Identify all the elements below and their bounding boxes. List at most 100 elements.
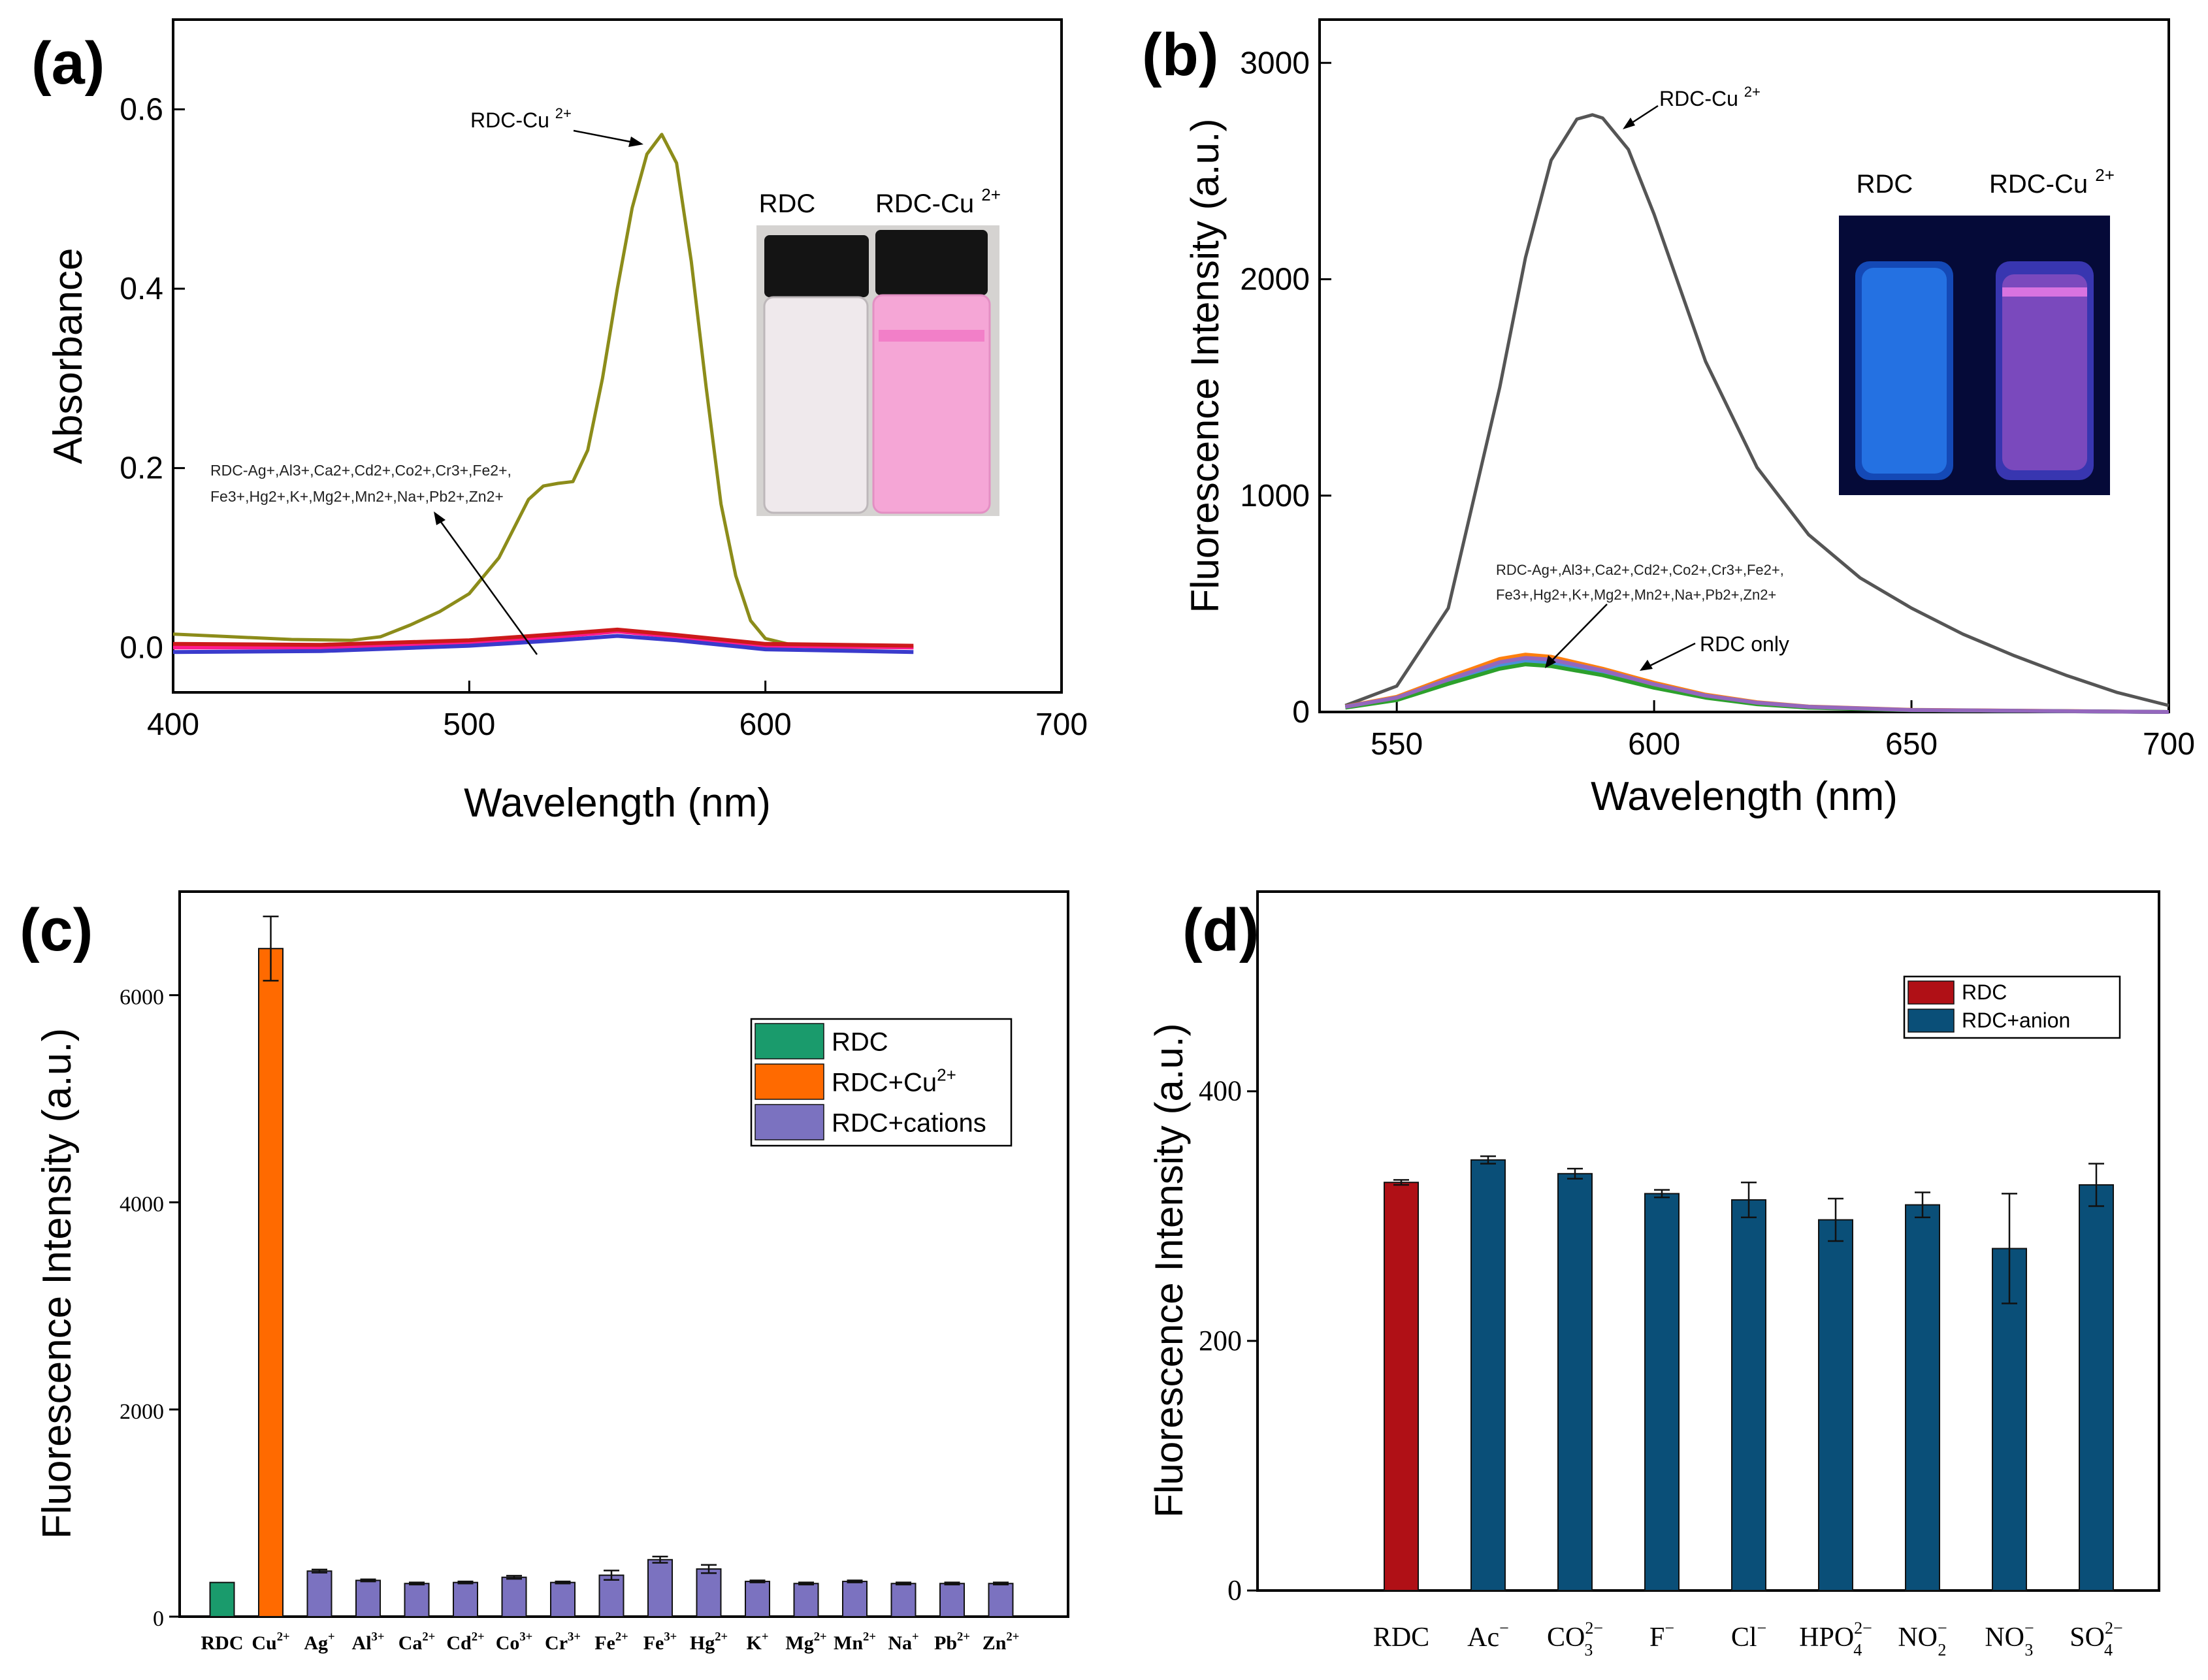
panel-a-annot-cu-sup: 2+ <box>555 105 572 121</box>
panel-b-xlabel: Wavelength (nm) <box>1591 774 1898 819</box>
panel-b-annot-rdc-only-arrow <box>1646 642 1696 669</box>
panel-c-xlabel-3: Al3+ <box>352 1630 385 1655</box>
panel-c-bar-6 <box>501 1576 527 1618</box>
panel-a-annot-cu: RDC-Cu 2+ <box>470 105 572 132</box>
panel-d-legend-label-1: RDC+anion <box>1962 1009 2070 1032</box>
panel-c-label: (c) <box>20 897 93 963</box>
panel-a-annot-cations-line2: Fe3+,Hg2+,K+,Mg2+,Mn2+,Na+,Pb2+,Zn2+ <box>210 488 504 505</box>
panel-d-legend-swatch-0 <box>1908 980 1955 1005</box>
panel-b-annot-rdc-only: RDC only <box>1700 632 1789 656</box>
panel-b-xtick-label-3: 700 <box>2143 727 2195 762</box>
panel-d-bar-4 <box>1731 1199 1766 1591</box>
panel-c-bar-2 <box>306 1570 333 1617</box>
panel-c-bar-4 <box>404 1583 430 1617</box>
panel-c-xlabel-4: Ca2+ <box>398 1630 436 1655</box>
panel-d-bar-0 <box>1384 1182 1419 1591</box>
panel-b-series-4 <box>1344 656 2169 714</box>
panel-d-xlabel-7: NO− 3 <box>1985 1619 2034 1660</box>
panel-d-ytick-label-2: 400 <box>1199 1075 1242 1107</box>
panel-b-curves <box>1344 113 2169 714</box>
panel-c-bar-9 <box>647 1559 673 1617</box>
panel-c-legend: RDC RDC+Cu2+ RDC+cations <box>750 1018 1013 1147</box>
panel-c-xlabel-13: Mn2+ <box>834 1630 876 1655</box>
panel-c-bar-15 <box>939 1583 965 1617</box>
panel-b-annot-cu: RDC-Cu 2+ <box>1659 84 1761 110</box>
panel-c-bar-11 <box>745 1581 770 1617</box>
panel-d-xlabel-3: F− <box>1649 1619 1674 1653</box>
panel-b-ytick-label-3: 3000 <box>1240 46 1310 80</box>
panel-a-series-0 <box>172 133 914 649</box>
panel-d-bar-8 <box>2079 1184 2114 1591</box>
panel-b-xtick-label-0: 550 <box>1371 727 1423 762</box>
panel-a-xtick-label-0: 400 <box>147 707 199 742</box>
panel-c-xlabel-12: Mg2+ <box>785 1630 826 1655</box>
panel-d-bar-1 <box>1470 1159 1506 1591</box>
panel-c-bar-0 <box>209 1581 235 1617</box>
panel-b-ticks: 550 600 650 700 0 1000 2000 3000 <box>1240 46 2195 762</box>
panel-c-ytick-label-1: 2000 <box>120 1400 164 1424</box>
panel-c-bar-8 <box>598 1574 625 1618</box>
panel-d-ticks: 0 200 400 <box>1199 1075 1258 1606</box>
panel-c-xlabel-5: Cd2+ <box>446 1630 484 1655</box>
panel-c-xlabel-2: Ag+ <box>304 1630 334 1655</box>
panel-d-bar-5 <box>1818 1219 1853 1591</box>
panel-c-ylabel: Fluorescence Intensity (a.u.) <box>35 1028 80 1539</box>
panel-c-ytick-label-0: 0 <box>153 1607 164 1631</box>
panel-a-annot-cu-arrowhead <box>628 137 643 147</box>
panel-c-bar-3 <box>355 1579 381 1617</box>
panel-a-series-3 <box>172 627 914 648</box>
panel-a-ylabel: Absorbance <box>46 248 91 464</box>
panel-a-annot-cu-arrow <box>573 129 634 144</box>
panel-a-inset-right-label: RDC-Cu 2+ <box>875 185 1001 218</box>
panel-b-series-0 <box>1344 113 2169 707</box>
panel-c-bar-16 <box>988 1583 1014 1617</box>
panel-a-plot-frame <box>172 18 1063 694</box>
panel-c-xlabel-6: Co3+ <box>496 1630 533 1655</box>
panel-c-xlabel-11: K+ <box>747 1630 769 1655</box>
panel-d-plot-frame <box>1256 890 2160 1592</box>
panel-d-ylabel: Fluorescence Intensity (a.u.) <box>1147 1023 1191 1517</box>
panel-b-label: (b) <box>1142 22 1218 88</box>
panel-c-xlabels: RDC Cu2+ Ag+ Al3+ Ca2+ Cd2+ Co3+ Cr3+ Fe2+ Fe3+ Hg… <box>201 1630 1020 1655</box>
panel-c-ticks: 0 2000 4000 6000 <box>120 986 180 1631</box>
panel-b-inset-left-label: RDC <box>1857 170 1913 199</box>
panel-a-ytick-label-0: 0.0 <box>120 630 163 665</box>
panel-c-xlabel-9: Fe3+ <box>643 1630 677 1655</box>
panel-d-xlabel-5: HPO2− 4 <box>1799 1619 1872 1660</box>
panel-a-annot-cu-base: RDC-Cu <box>470 108 549 132</box>
panel-c-legend-label-2: RDC+cations <box>832 1109 986 1138</box>
panel-a-xtick-label-3: 700 <box>1035 707 1088 742</box>
panel-d-xlabel-6: NO− 2 <box>1898 1619 1947 1660</box>
panel-a-ytick-label-1: 0.2 <box>120 451 163 486</box>
panel-c-legend-label-0: RDC <box>832 1028 888 1057</box>
panel-c-bars <box>209 915 1014 1618</box>
panel-a-ytick-label-3: 0.6 <box>120 92 163 127</box>
panel-c-xlabel-7: Cr3+ <box>545 1630 581 1655</box>
panel-a: (a) 400 500 600 700 0.0 0.2 0.4 0.6 Wavelength … <box>31 18 1088 826</box>
panel-b-annot-cu-arrow <box>1629 105 1659 125</box>
panel-a-inset: RDC RDC-Cu 2+ <box>756 185 1001 516</box>
panel-c-xlabel-10: Hg2+ <box>690 1630 728 1655</box>
panel-a-xtick-label-1: 500 <box>443 707 495 742</box>
panel-d-xlabel-2: CO2− 3 <box>1547 1619 1603 1660</box>
panel-a-series-2 <box>172 634 914 654</box>
panel-d-bar-6 <box>1905 1204 1940 1591</box>
panel-c-xlabel-16: Zn2+ <box>982 1630 1020 1655</box>
panel-d-xlabel-4: Cl− <box>1731 1619 1766 1653</box>
panel-c-legend-label-1: RDC+Cu2+ <box>832 1065 956 1097</box>
panel-b-inset-right-label: RDC-Cu 2+ <box>1989 165 2115 199</box>
panel-c-xlabel-1: Cu2+ <box>252 1630 289 1655</box>
panel-a-annot-cations-arrowhead <box>434 511 446 525</box>
panel-d-legend-swatch-1 <box>1908 1009 1955 1033</box>
panel-a-ticks: 400 500 600 700 0.0 0.2 0.4 0.6 <box>120 92 1088 742</box>
panel-c-bar-1 <box>258 948 284 1617</box>
panel-c-plot-frame <box>178 890 1069 1618</box>
panel-c-bar-7 <box>550 1581 576 1617</box>
panel-a-xtick-label-2: 600 <box>739 707 792 742</box>
panel-b-ytick-label-2: 2000 <box>1240 263 1310 297</box>
panel-d-label: (d) <box>1182 897 1259 963</box>
panel-c-bar-10 <box>696 1568 722 1617</box>
panel-a-annot-cations-line1: RDC-Ag+,Al3+,Ca2+,Cd2+,Co2+,Cr3+,Fe2+, <box>210 462 511 479</box>
panel-d-bar-7 <box>1992 1248 2027 1591</box>
